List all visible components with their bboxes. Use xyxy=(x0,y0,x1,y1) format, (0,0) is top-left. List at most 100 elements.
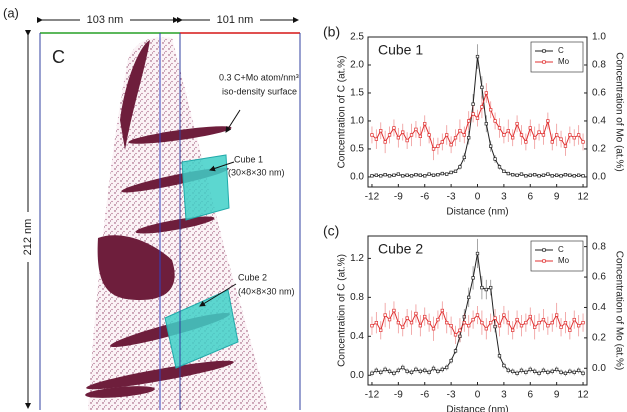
marker xyxy=(401,130,405,134)
marker xyxy=(568,328,572,332)
marker xyxy=(524,174,528,178)
marker xyxy=(550,369,554,374)
marker xyxy=(374,173,379,177)
marker xyxy=(559,174,563,178)
marker xyxy=(405,173,409,177)
series xyxy=(370,44,585,178)
panel-a: (a) 103 nm 101 nm 212 nm C 0.3 C+Mo ato xyxy=(3,5,301,410)
y-tick-label: 1.0 xyxy=(350,116,364,127)
annotation: 0.3 C+Mo atom/nm³ xyxy=(219,72,299,82)
y2-tick-label: 0.4 xyxy=(592,302,606,313)
marker xyxy=(453,349,458,353)
marker xyxy=(506,321,510,325)
marker xyxy=(489,144,493,148)
marker xyxy=(524,321,528,325)
marker xyxy=(515,122,519,126)
dim-label: 101 nm xyxy=(217,14,254,26)
marker xyxy=(445,172,449,176)
marker xyxy=(502,313,506,317)
x-tick-label: -12 xyxy=(365,192,380,203)
marker xyxy=(497,126,502,130)
marker xyxy=(559,325,563,329)
marker xyxy=(449,170,453,175)
marker xyxy=(370,174,374,178)
marker xyxy=(502,169,506,173)
marker xyxy=(409,321,414,325)
y2-tick-label: 0.0 xyxy=(592,172,606,183)
dim-label: 212 nm xyxy=(22,219,34,256)
marker xyxy=(401,325,405,329)
marker xyxy=(563,144,568,148)
marker xyxy=(546,119,550,123)
y2-axis-label: Concentration of Mo (at.%) xyxy=(613,52,624,172)
marker xyxy=(484,91,488,95)
y-tick-label: 0.8 xyxy=(350,292,364,303)
marker xyxy=(423,174,427,178)
annotation: iso-density surface xyxy=(222,86,297,96)
y2-tick-label: 0.0 xyxy=(592,363,606,374)
label-bg xyxy=(20,212,36,262)
label-bg xyxy=(80,13,130,27)
marker xyxy=(436,144,440,148)
marker xyxy=(555,367,559,372)
marker xyxy=(519,133,524,137)
marker xyxy=(493,316,497,320)
marker xyxy=(445,365,449,370)
marker xyxy=(467,324,471,328)
x-tick-label: 0 xyxy=(475,390,481,401)
x-tick-label: -9 xyxy=(394,192,403,203)
marker xyxy=(533,369,537,374)
marker xyxy=(511,328,515,332)
element-label: C xyxy=(52,47,65,67)
marker xyxy=(458,328,462,332)
chart: (b) Cube 1 Distance (nm) Concentration of C… xyxy=(323,24,624,218)
marker xyxy=(493,119,497,123)
annotation: (40×8×30 nm) xyxy=(238,286,295,296)
marker xyxy=(581,174,585,178)
marker xyxy=(537,130,541,134)
x-tick-label: -12 xyxy=(365,390,380,401)
marker xyxy=(555,313,559,317)
marker xyxy=(374,321,379,325)
marker xyxy=(568,133,572,137)
marker xyxy=(436,317,440,322)
marker xyxy=(555,133,559,137)
marker xyxy=(383,173,387,177)
legend-marker xyxy=(542,49,546,53)
marker xyxy=(392,126,396,130)
marker xyxy=(370,133,374,137)
x-tick-label: -6 xyxy=(420,192,429,203)
marker xyxy=(392,308,396,313)
marker xyxy=(572,136,576,140)
marker xyxy=(471,102,475,106)
marker xyxy=(462,133,466,137)
marker xyxy=(546,172,550,176)
marker xyxy=(418,369,422,374)
marker xyxy=(436,369,440,374)
marker xyxy=(489,321,493,325)
marker xyxy=(533,136,537,140)
legend-marker xyxy=(542,248,546,252)
marker xyxy=(576,324,581,328)
marker xyxy=(484,287,488,292)
y2-tick-label: 0.8 xyxy=(592,241,606,252)
marker xyxy=(423,122,427,126)
marker xyxy=(489,108,493,112)
y2-tick-label: 0.4 xyxy=(592,116,606,127)
marker xyxy=(405,369,409,374)
marker xyxy=(572,317,576,322)
marker xyxy=(383,313,387,317)
marker xyxy=(471,317,475,322)
marker xyxy=(546,324,550,328)
marker xyxy=(563,371,568,375)
marker xyxy=(396,368,400,373)
y-axis-label: Concentration of C (at.%) xyxy=(337,254,348,367)
x-tick-label: -3 xyxy=(447,192,456,203)
marker xyxy=(379,174,383,178)
marker xyxy=(550,140,554,144)
marker xyxy=(541,173,546,177)
panel-label: (a) xyxy=(3,5,19,20)
marker xyxy=(379,328,383,332)
marker xyxy=(480,321,484,325)
legend-marker xyxy=(542,60,546,64)
